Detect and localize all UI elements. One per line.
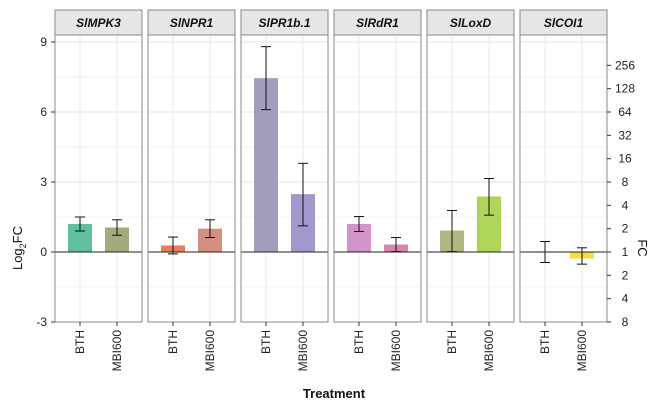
right-y-tick-label: 4 xyxy=(622,198,629,212)
x-tick-label: BTH xyxy=(259,330,273,354)
left-y-tick-label: 0 xyxy=(40,245,47,259)
facet-panel-slcoi1: SlCOI1 BTH MBI600 xyxy=(519,9,608,372)
x-tick-label: MBI600 xyxy=(389,330,403,372)
x-tick-label: MBI600 xyxy=(110,330,124,372)
y-axis-title: Log2FC xyxy=(10,226,28,270)
y-axis-title-subscript: 2 xyxy=(18,243,28,248)
left-y-axis: -3 0 3 6 9 xyxy=(36,35,55,329)
facet-strip-label: SlLoxD xyxy=(450,16,492,30)
facet-panels: SlMPK3 BTH MBI600 SlNPR1 BTH MBI600 SlPR1b.1 BT… xyxy=(54,9,608,372)
facet-strip-label: SlPR1b.1 xyxy=(258,16,310,30)
facet-panel-slpr1b-1: SlPR1b.1 BTH MBI600 xyxy=(240,9,329,372)
panel-background xyxy=(427,35,514,322)
right-y-tick-label: 8 xyxy=(622,315,629,329)
facet-panel-slmpk3: SlMPK3 BTH MBI600 xyxy=(54,9,143,372)
right-y-tick-label: 16 xyxy=(618,152,632,166)
x-tick-label: MBI600 xyxy=(203,330,217,372)
facet-strip xyxy=(147,9,236,36)
facet-strip xyxy=(426,9,515,36)
right-y-tick-label: 4 xyxy=(622,292,629,306)
left-y-tick-label: -3 xyxy=(36,315,47,329)
panel-background xyxy=(55,35,142,322)
x-axis-title: Treatment xyxy=(303,386,366,401)
y-axis-title-main: Log xyxy=(10,248,25,270)
x-tick-label: MBI600 xyxy=(575,330,589,372)
panel-background xyxy=(148,35,235,322)
facet-strip xyxy=(519,9,608,36)
left-y-tick-label: 6 xyxy=(40,105,47,119)
y-axis-title-tail: FC xyxy=(10,226,25,243)
panel-background xyxy=(334,35,421,322)
facet-panel-slrdr1: SlRdR1 BTH MBI600 xyxy=(333,9,422,372)
right-y-tick-label: 1 xyxy=(622,245,629,259)
facet-strip-label: SlRdR1 xyxy=(356,16,399,30)
facet-strip-label: SlNPR1 xyxy=(170,16,214,30)
facet-strip xyxy=(333,9,422,36)
facet-strip xyxy=(240,9,329,36)
x-tick-label: BTH xyxy=(166,330,180,354)
left-y-tick-label: 9 xyxy=(40,35,47,49)
panel-background xyxy=(520,35,607,322)
x-tick-label: BTH xyxy=(445,330,459,354)
right-y-axis: 256 128 64 32 16 8 4 2 1 2 4 8 xyxy=(607,58,635,329)
facet-panel-slloxd: SlLoxD BTH MBI600 xyxy=(426,9,515,372)
right-y-tick-label: 32 xyxy=(618,128,632,142)
facet-strip-label: SlMPK3 xyxy=(76,16,121,30)
x-tick-label: BTH xyxy=(538,330,552,354)
facet-strip-label: SlCOI1 xyxy=(544,16,584,30)
right-y-tick-label: 256 xyxy=(615,58,635,72)
facet-strip xyxy=(54,9,143,36)
right-y-tick-label: 2 xyxy=(622,222,629,236)
x-tick-label: BTH xyxy=(73,330,87,354)
right-y-tick-label: 8 xyxy=(622,175,629,189)
right-y-tick-label: 64 xyxy=(618,105,632,119)
x-tick-label: MBI600 xyxy=(482,330,496,372)
x-tick-label: MBI600 xyxy=(296,330,310,372)
bar-mbi600 xyxy=(198,228,222,252)
left-y-tick-label: 3 xyxy=(40,175,47,189)
right-y-tick-label: 128 xyxy=(615,82,635,96)
x-tick-label: BTH xyxy=(352,330,366,354)
right-y-tick-label: 2 xyxy=(622,268,629,282)
facet-panel-slnpr1: SlNPR1 BTH MBI600 xyxy=(147,9,236,372)
right-y-axis-title: FC xyxy=(635,239,649,256)
